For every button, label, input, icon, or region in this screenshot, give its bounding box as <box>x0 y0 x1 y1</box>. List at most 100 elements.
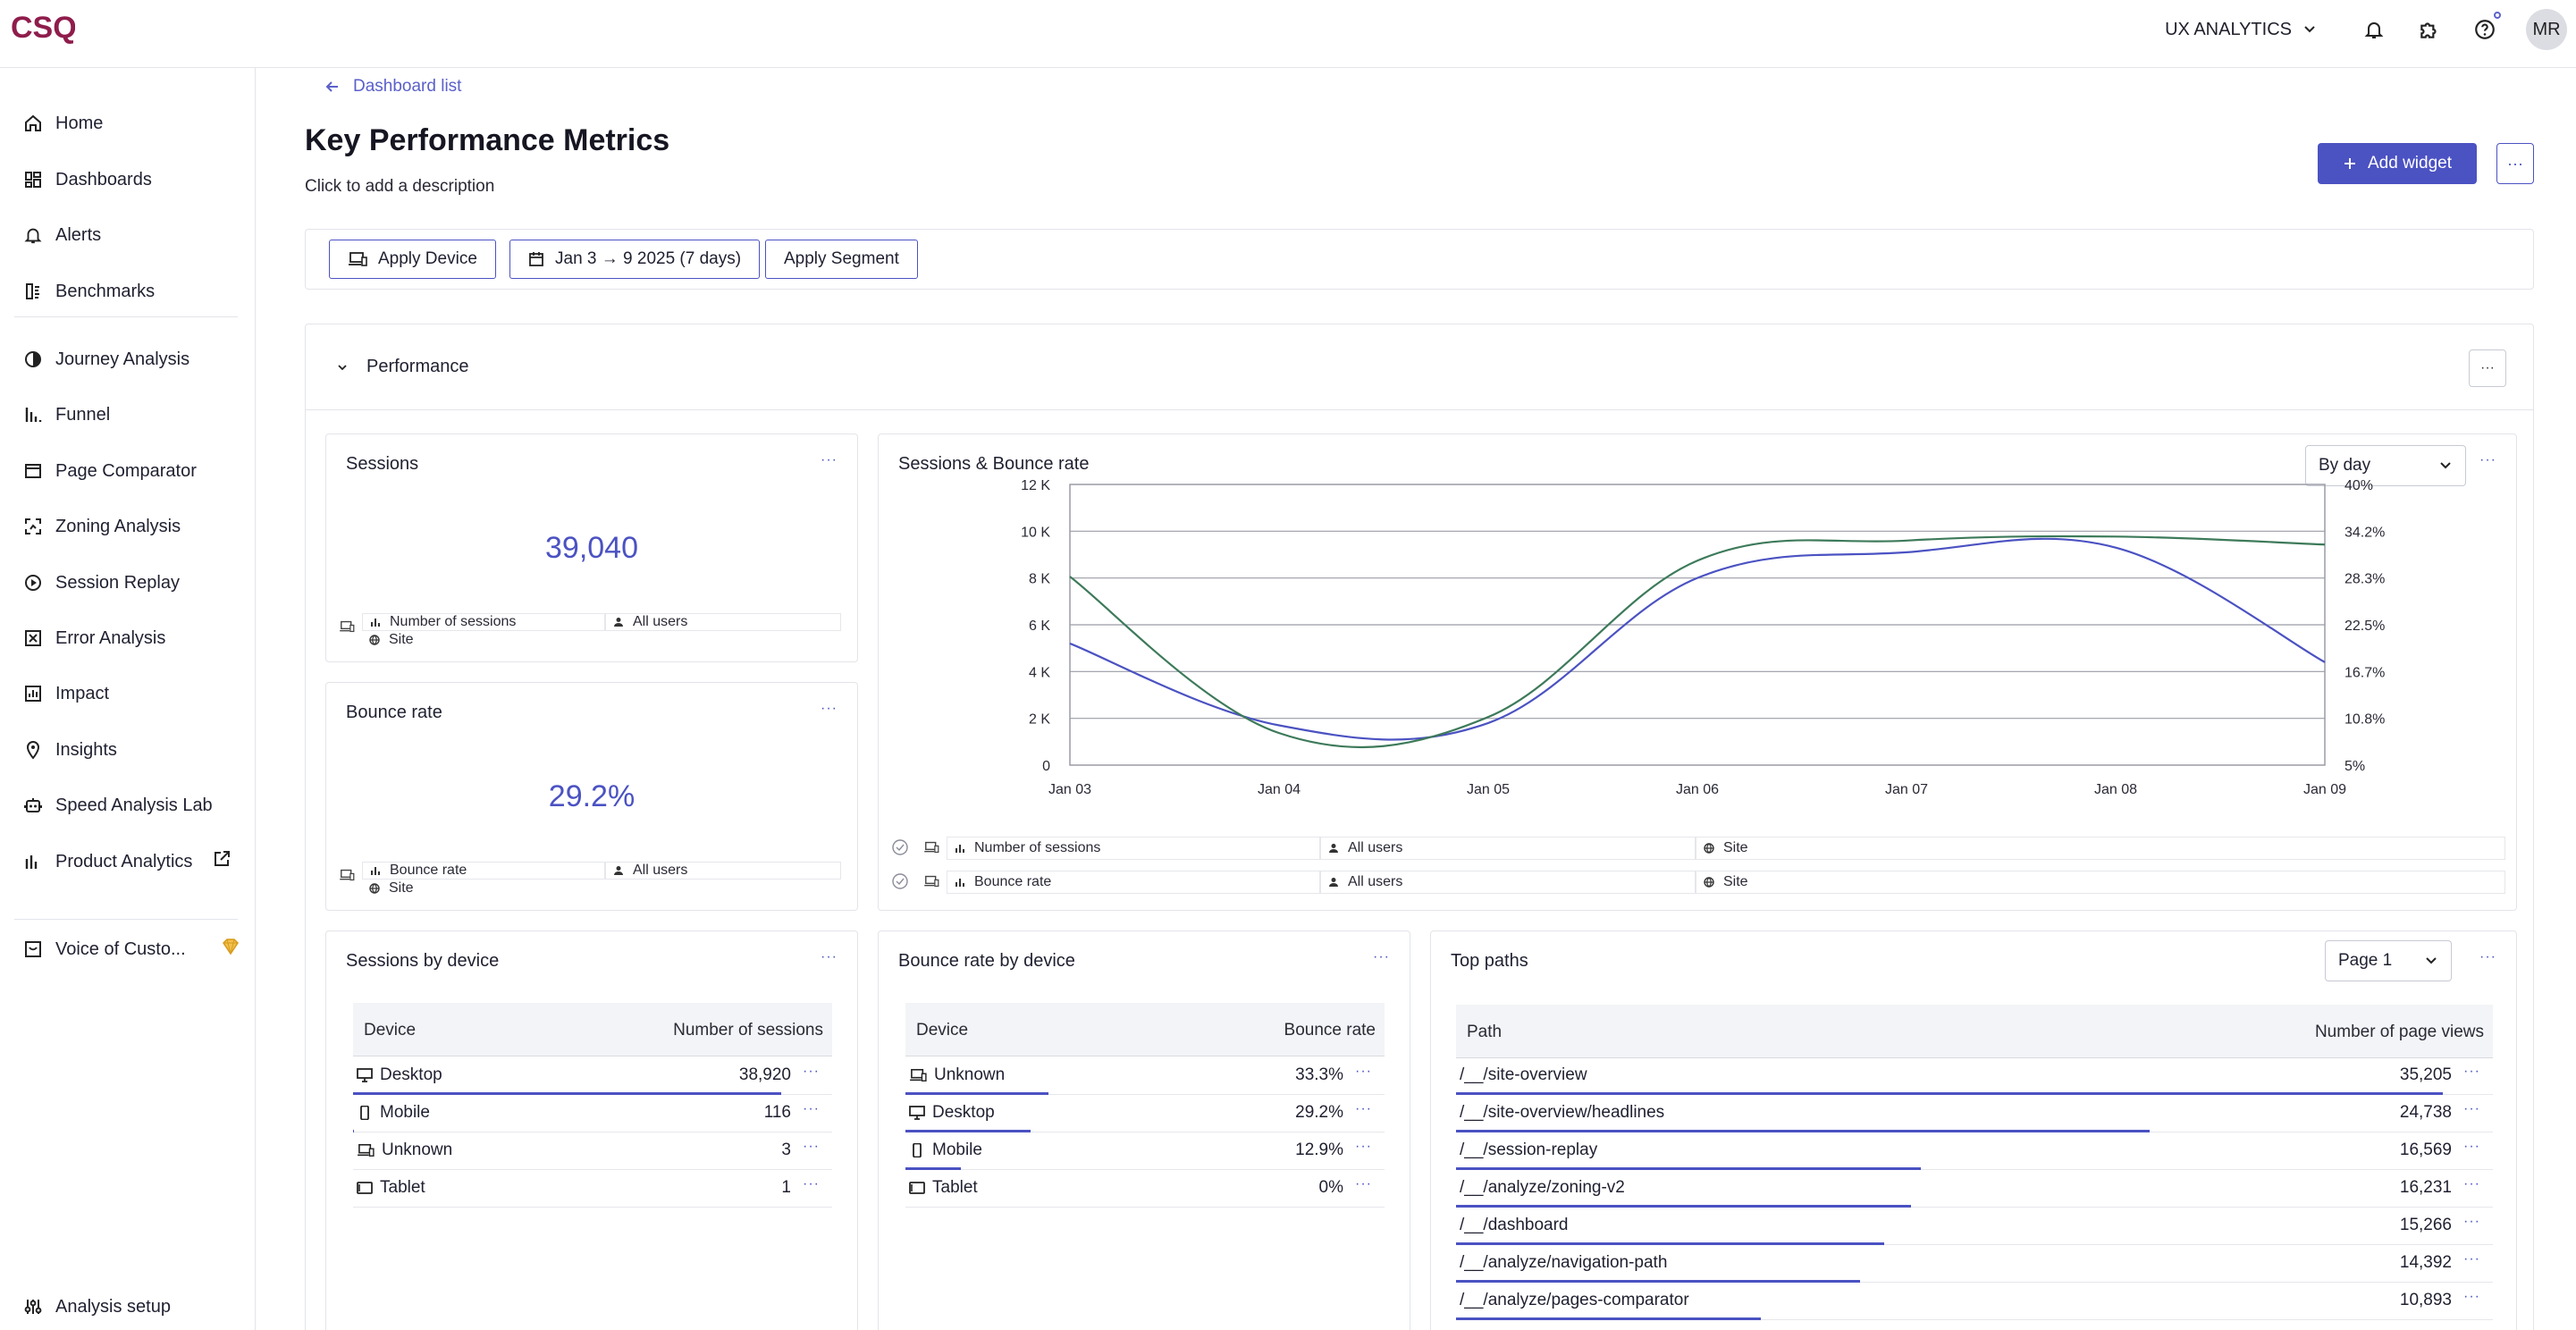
table-row[interactable]: Desktop 38,920 ··· <box>353 1058 832 1095</box>
unknown-device-icon <box>909 1068 927 1082</box>
date-range-label: Jan 3 → 9 2025 (7 days) <box>555 249 742 268</box>
widget-more-button[interactable]: ··· <box>821 452 838 467</box>
sidebar-item-insights[interactable]: Insights <box>23 732 247 768</box>
row-more-button[interactable]: ··· <box>2463 1139 2480 1154</box>
meta-scope-label: Site <box>389 632 414 647</box>
series-check-icon[interactable] <box>891 838 909 856</box>
sidebar-item-label: Voice of Custo... <box>55 939 186 959</box>
sidebar-item-funnel[interactable]: Funnel <box>23 397 247 433</box>
back-to-dashboard-list[interactable]: Dashboard list <box>324 77 461 97</box>
sidebar-item-benchmarks[interactable]: Benchmarks <box>23 274 247 309</box>
row-more-button[interactable]: ··· <box>803 1101 820 1116</box>
meta-metric: Number of sessions <box>947 837 1320 860</box>
table-row[interactable]: Unknown 33.3% ··· <box>905 1058 1385 1095</box>
table-row[interactable]: Tablet 1 ··· <box>353 1171 832 1208</box>
row-value: 33.3% <box>1295 1065 1343 1084</box>
row-label-text: /__/analyze/pages-comparator <box>1460 1291 1689 1309</box>
logo[interactable]: CSQ <box>9 9 75 45</box>
sidebar-item-page-comparator[interactable]: Page Comparator <box>23 453 247 489</box>
table-row[interactable]: /__/analyze/zoning-v2 16,231 ··· <box>1456 1171 2493 1208</box>
table-row[interactable]: /__/analyze/navigation-path 14,392 ··· <box>1456 1246 2493 1283</box>
widget-more-button[interactable]: ··· <box>1373 949 1390 964</box>
external-link-icon <box>212 849 232 874</box>
date-range-button[interactable]: Jan 3 → 9 2025 (7 days) <box>509 240 761 279</box>
meta-segment: All users <box>1320 871 1696 894</box>
sidebar-item-analysis-setup[interactable]: Analysis setup <box>23 1289 247 1325</box>
page-description[interactable]: Click to add a description <box>305 177 495 196</box>
sidebar-item-alerts[interactable]: Alerts <box>23 217 247 253</box>
bell-icon[interactable] <box>2360 15 2388 44</box>
row-more-button[interactable]: ··· <box>1355 1064 1372 1079</box>
y-left-tick-label: 12 K <box>1021 479 1050 493</box>
table-row[interactable]: Desktop 29.2% ··· <box>905 1096 1385 1132</box>
workspace-selector[interactable]: UX ANALYTICS <box>2165 20 2317 40</box>
widget-more-button[interactable]: ··· <box>2479 452 2496 467</box>
avatar[interactable]: MR <box>2526 9 2567 50</box>
sidebar-divider <box>14 316 238 317</box>
row-value-bar <box>353 1130 355 1132</box>
meta-segment: All users <box>1320 837 1696 860</box>
row-more-button[interactable]: ··· <box>2463 1176 2480 1191</box>
section-collapse-toggle[interactable]: Performance <box>336 357 469 377</box>
sidebar-item-label: Session Replay <box>55 572 180 593</box>
row-more-button[interactable]: ··· <box>1355 1176 1372 1191</box>
sidebar-item-session-replay[interactable]: Session Replay <box>23 565 247 601</box>
sidebar-item-impact[interactable]: Impact <box>23 676 247 711</box>
granularity-select[interactable]: By day <box>2305 445 2466 486</box>
table-row[interactable]: /__/dashboard 15,266 ··· <box>1456 1208 2493 1245</box>
sidebar-item-voice-of-customer[interactable]: Voice of Custo... <box>23 931 247 967</box>
sidebar-item-home[interactable]: Home <box>23 105 247 141</box>
meta-segment-label: All users <box>633 863 688 878</box>
sidebar-item-error-analysis[interactable]: Error Analysis <box>23 620 247 656</box>
mobile-icon <box>909 1143 925 1157</box>
table-row[interactable]: Tablet 0% ··· <box>905 1171 1385 1208</box>
widget-more-button[interactable]: ··· <box>821 949 838 964</box>
meta-metric: Bounce rate <box>947 871 1320 894</box>
apply-device-button[interactable]: Apply Device <box>329 240 496 279</box>
puzzle-icon[interactable] <box>2415 15 2444 44</box>
sidebar-item-label: Home <box>55 113 104 133</box>
page-select[interactable]: Page 1 <box>2325 940 2452 981</box>
row-more-button[interactable]: ··· <box>2463 1101 2480 1116</box>
table-row[interactable]: /__/site-overview 35,205 ··· <box>1456 1058 2493 1095</box>
table-row[interactable]: /__/site-overview/headlines 24,738 ··· <box>1456 1096 2493 1132</box>
row-more-button[interactable]: ··· <box>2463 1251 2480 1267</box>
section-more-button[interactable]: ··· <box>2469 349 2506 387</box>
table-row[interactable]: Mobile 116 ··· <box>353 1096 832 1132</box>
granularity-value: By day <box>2319 456 2371 475</box>
add-widget-button[interactable]: Add widget <box>2318 143 2477 184</box>
sidebar-item-speed-analysis-lab[interactable]: Speed Analysis Lab <box>23 787 247 823</box>
row-more-button[interactable]: ··· <box>2463 1214 2480 1229</box>
legend-scope-label: Site <box>1723 874 1748 889</box>
row-more-button[interactable]: ··· <box>2463 1064 2480 1079</box>
table-row[interactable]: /__/analyze/pages-comparator 10,893 ··· <box>1456 1284 2493 1320</box>
sidebar-item-product-analytics[interactable]: Product Analytics <box>23 844 247 880</box>
row-more-button[interactable]: ··· <box>2463 1289 2480 1304</box>
tablet-icon <box>909 1181 925 1195</box>
home-icon <box>23 114 43 133</box>
row-value-bar <box>1456 1242 1885 1245</box>
row-label-text: Desktop <box>380 1065 442 1084</box>
sidebar-item-journey-analysis[interactable]: Journey Analysis <box>23 341 247 377</box>
series-check-icon[interactable] <box>891 872 909 890</box>
apply-segment-button[interactable]: Apply Segment <box>765 240 918 279</box>
widget-more-button[interactable]: ··· <box>821 701 838 716</box>
sidebar-item-zoning-analysis[interactable]: Zoning Analysis <box>23 509 247 544</box>
help-icon[interactable] <box>2471 12 2501 44</box>
table-row[interactable]: Unknown 3 ··· <box>353 1133 832 1170</box>
row-more-button[interactable]: ··· <box>803 1176 820 1191</box>
table-row[interactable]: Mobile 12.9% ··· <box>905 1133 1385 1170</box>
row-value: 14,392 <box>2399 1253 2452 1272</box>
row-more-button[interactable]: ··· <box>803 1064 820 1079</box>
widget-more-button[interactable]: ··· <box>2479 949 2496 964</box>
row-more-button[interactable]: ··· <box>803 1139 820 1154</box>
row-more-button[interactable]: ··· <box>1355 1101 1372 1116</box>
table-row[interactable]: /__/session-replay 16,569 ··· <box>1456 1133 2493 1170</box>
main-content: Dashboard list Key Performance Metrics C… <box>257 68 2576 1330</box>
row-more-button[interactable]: ··· <box>1355 1139 1372 1154</box>
sidebar-item-dashboards[interactable]: Dashboards <box>23 162 247 198</box>
y-right-tick-label: 5% <box>2344 759 2365 774</box>
journey-icon <box>23 349 43 369</box>
dashboard-more-button[interactable]: ··· <box>2496 143 2534 184</box>
chart-legend-row-bounce: Bounce rate All users Site <box>888 865 2509 897</box>
